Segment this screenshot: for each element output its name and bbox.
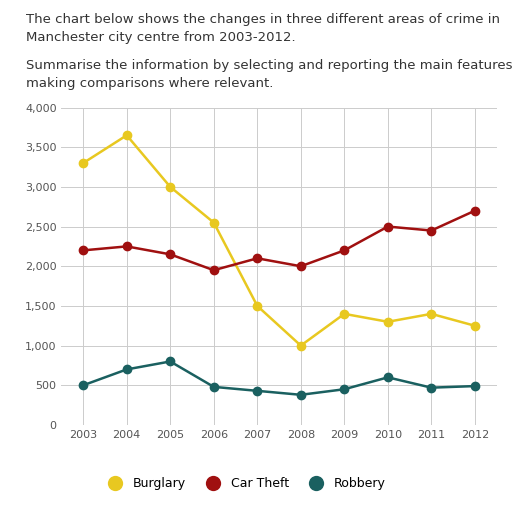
Text: Summarise the information by selecting and reporting the main features and: Summarise the information by selecting a… <box>26 59 512 72</box>
Text: making comparisons where relevant.: making comparisons where relevant. <box>26 77 273 90</box>
Legend: Burglary, Car Theft, Robbery: Burglary, Car Theft, Robbery <box>98 473 391 496</box>
Text: The chart below shows the changes in three different areas of crime in: The chart below shows the changes in thr… <box>26 13 500 26</box>
Text: Manchester city centre from 2003-2012.: Manchester city centre from 2003-2012. <box>26 31 295 44</box>
